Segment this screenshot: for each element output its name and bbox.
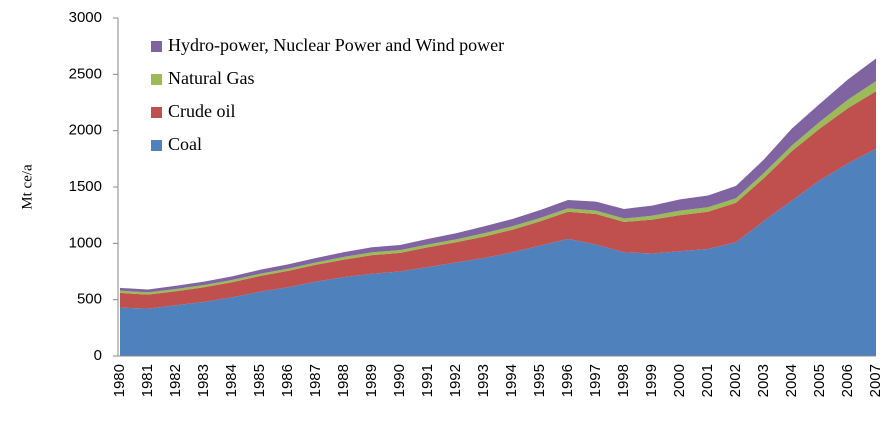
y-tick-label: 2000 (69, 122, 102, 139)
x-tick-label: 1984 (223, 364, 240, 397)
y-tick-label: 3000 (69, 9, 102, 26)
x-tick-label: 1995 (531, 364, 548, 397)
legend-label: Coal (168, 134, 202, 154)
area (120, 148, 876, 356)
x-tick-label: 1997 (587, 364, 604, 397)
legend-swatch (151, 74, 162, 85)
legend-label: Natural Gas (168, 68, 254, 88)
x-tick-label: 2006 (839, 364, 856, 397)
legend-swatch (151, 107, 162, 118)
legend-swatch (151, 41, 162, 52)
x-tick-label: 1994 (503, 364, 520, 397)
y-tick-label: 0 (94, 347, 102, 364)
x-tick-label: 2000 (671, 364, 688, 397)
y-axis-label: Mt ce/a (19, 164, 35, 210)
x-tick-label: 1992 (447, 364, 464, 397)
x-tick-label: 2005 (811, 364, 828, 397)
y-tick-label: 500 (77, 291, 102, 308)
x-tick-label: 1986 (279, 364, 296, 397)
x-tick-label: 2001 (699, 364, 716, 397)
y-tick-label: 1000 (69, 234, 102, 251)
x-tick-label: 1993 (475, 364, 492, 397)
legend-swatch (151, 140, 162, 151)
x-tick-label: 1980 (111, 364, 128, 397)
x-tick-label: 1999 (643, 364, 660, 397)
x-tick-label: 1988 (335, 364, 352, 397)
legend-label: Hydro-power, Nuclear Power and Wind powe… (168, 35, 504, 55)
x-tick-label: 1987 (307, 364, 324, 397)
x-tick-label: 1985 (251, 364, 268, 397)
x-tick-label: 1989 (363, 364, 380, 397)
legend-label: Crude oil (168, 101, 236, 121)
y-tick-label: 1500 (69, 178, 102, 195)
x-tick-label: 1982 (167, 364, 184, 397)
x-tick-label: 1990 (391, 364, 408, 397)
x-tick-label: 2003 (755, 364, 772, 397)
x-tick-label: 2007 (867, 364, 884, 397)
x-tick-label: 2004 (783, 364, 800, 397)
x-tick-label: 1991 (419, 364, 436, 397)
x-tick-label: 1996 (559, 364, 576, 397)
x-tick-label: 2002 (727, 364, 744, 397)
x-tick-label: 1983 (195, 364, 212, 397)
x-tick-label: 1998 (615, 364, 632, 397)
y-tick-label: 2500 (69, 65, 102, 82)
x-tick-label: 1981 (139, 364, 156, 397)
